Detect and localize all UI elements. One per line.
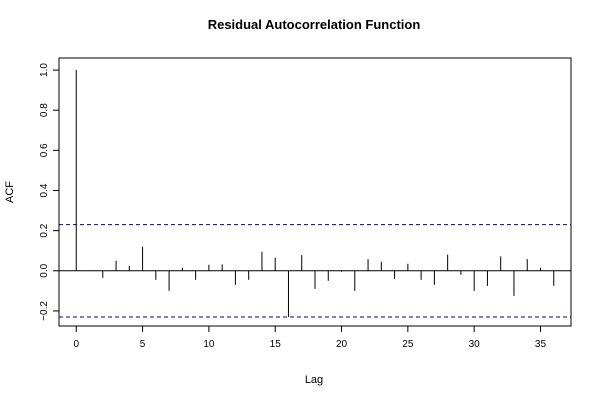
chart-title: Residual Autocorrelation Function <box>208 17 421 32</box>
x-tick-label: 5 <box>140 339 146 350</box>
y-tick-label: 1.0 <box>39 63 50 77</box>
x-tick-label: 10 <box>203 339 215 350</box>
x-tick-label: 0 <box>73 339 79 350</box>
x-tick-label: 25 <box>402 339 414 350</box>
y-tick-label: 0.4 <box>39 183 50 197</box>
confidence-band <box>59 224 571 318</box>
y-axis-label: ACF <box>4 181 16 203</box>
x-axis-label: Lag <box>305 374 323 386</box>
x-tick-label: 35 <box>535 339 547 350</box>
x-tick-label: 30 <box>469 339 481 350</box>
y-tick-label: 0.0 <box>39 263 50 277</box>
y-tick-label: 0.6 <box>39 143 50 157</box>
x-tick-label: 20 <box>336 339 348 350</box>
acf-spikes <box>75 70 555 317</box>
y-tick-label: 0.8 <box>39 103 50 117</box>
y-tick-label: 0.2 <box>39 223 50 237</box>
y-tick-label: −0.2 <box>39 301 50 321</box>
y-axis: −0.2 0.0 0.2 0.4 0.6 0.8 1.0 <box>39 63 60 321</box>
x-axis: 0 5 10 15 20 25 30 35 <box>73 325 547 350</box>
x-tick-label: 15 <box>270 339 282 350</box>
